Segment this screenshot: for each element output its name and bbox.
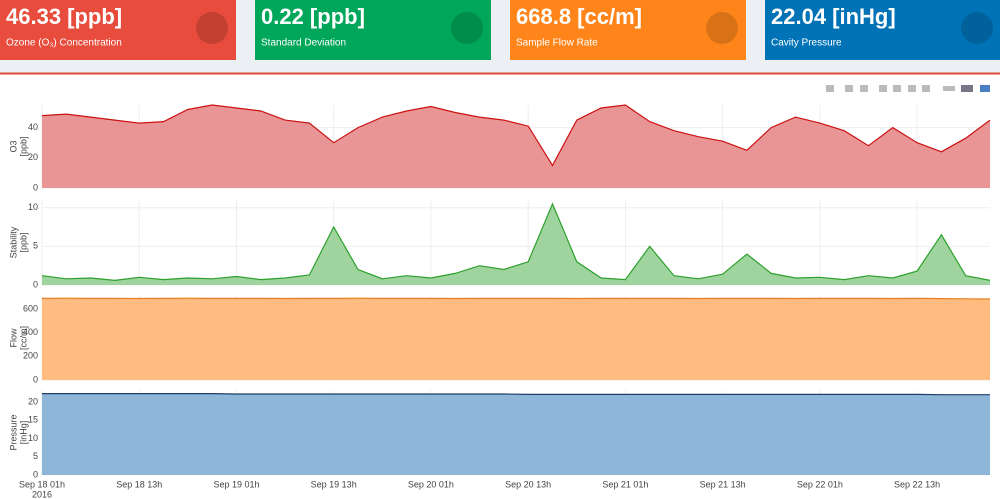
x-tick-label: Sep 18 01h [19,479,65,489]
series-line [42,393,990,396]
area-fill [42,298,990,380]
tool-icon[interactable] [980,85,990,92]
x-tick-label: Sep 22 13h [894,479,940,489]
tool-icon[interactable] [908,85,916,92]
y-tick-label: 0 [33,182,38,192]
card-label: Sample Flow Rate [516,38,598,49]
area-fill [42,393,990,475]
y-tick-label: 5 [33,241,38,251]
tool-icon[interactable] [893,85,901,92]
y-tick-label: 10 [28,202,38,212]
tool-icon[interactable] [879,85,887,92]
tool-icon[interactable] [826,85,834,92]
series-line [41,104,991,167]
series-line [41,202,991,282]
card-icon [706,12,738,44]
y-axis-label: Stability [8,226,18,258]
y-tick-label: 10 [28,433,38,443]
tool-icon[interactable] [961,85,973,92]
y-axis-label: [ppb] [18,232,28,252]
y-tick-label: 200 [23,351,38,361]
y-axis-label: O3 [8,140,18,152]
y-tick-label: 0 [33,374,38,384]
y-tick-label: 5 [33,451,38,461]
stat-card [510,0,746,60]
y-tick-label: 40 [28,122,38,132]
area-fill [42,105,990,188]
x-tick-label: Sep 22 01h [797,479,843,489]
y-tick-label: 20 [28,152,38,162]
x-tick-label: Sep 19 01h [213,479,259,489]
tool-icon[interactable] [943,86,955,91]
card-value: 0.22 [ppb] [261,4,365,29]
y-axis-label: [ppb] [18,136,28,156]
x-tick-label: Sep 19 13h [311,479,357,489]
card-label: Standard Deviation [261,38,346,49]
x-tick-label: Sep 21 13h [700,479,746,489]
y-axis-label: Flow [8,328,18,348]
x-tick-label: Sep 18 13h [116,479,162,489]
card-label: Ozone (O₃) Concentration [6,38,122,49]
y-tick-label: 0 [33,469,38,479]
stat-card [0,0,236,60]
card-icon [451,12,483,44]
x-tick-label: Sep 21 01h [602,479,648,489]
card-icon [961,12,993,44]
x-year-label: 2016 [32,489,52,499]
tool-icon[interactable] [860,85,868,92]
card-value: 22.04 [inHg] [771,4,896,29]
y-axis-label: [inHg] [18,421,28,445]
y-axis-label: Pressure [8,414,18,450]
series-line [41,297,991,300]
card-value: 668.8 [cc/m] [516,4,642,29]
y-tick-label: 15 [28,415,38,425]
tool-icon[interactable] [845,85,853,92]
y-tick-label: 400 [23,327,38,337]
x-tick-label: Sep 20 13h [505,479,551,489]
stat-card [765,0,1000,60]
card-label: Cavity Pressure [771,38,842,49]
y-axis-label: [cc/m] [18,326,28,350]
y-tick-label: 0 [33,279,38,289]
card-value: 46.33 [ppb] [6,4,122,29]
y-tick-label: 600 [23,303,38,313]
tool-icon[interactable] [922,85,930,92]
y-tick-label: 20 [28,396,38,406]
area-fill [42,203,990,285]
card-icon [196,12,228,44]
x-tick-label: Sep 20 01h [408,479,454,489]
stat-card [255,0,491,60]
toolbar [826,85,990,92]
